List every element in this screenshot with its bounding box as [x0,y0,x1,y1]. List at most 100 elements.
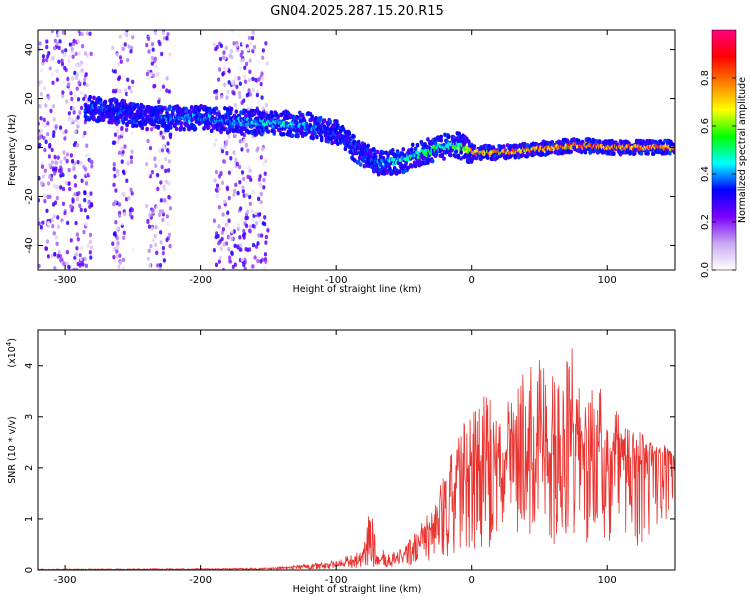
spectrogram-noise-point [155,250,159,256]
spectrogram-noise-point [38,263,41,269]
spectrogram-noise-point [73,259,78,264]
spectrogram-noise-point [71,54,75,59]
spectrogram-noise-point [120,159,124,164]
spectrogram-noise-point [117,264,121,270]
spectrogram-ridge-halo [240,131,244,136]
spectrogram-noise-point [241,185,245,190]
spectrogram-noise-point [232,192,236,197]
spectrogram-noise-point [47,181,51,186]
spectrogram-noise-point [225,186,230,192]
spectrogram-noise-point [45,208,49,214]
spectrogram-noise-point [251,190,255,195]
spectrogram-ridge-halo [322,118,327,123]
spectrogram-x-tick-label: -100 [325,275,348,286]
snr-x-label: Height of straight line (km) [293,584,422,595]
spectrogram-noise-point [38,221,41,226]
spectrogram-noise-point [158,41,162,47]
spectrogram-noise-point [80,178,84,183]
figure-title: GN04.2025.287.15.20.R15 [270,4,444,19]
spectrogram-noise-point [263,171,267,176]
spectrogram-noise-point [236,190,240,196]
spectrogram-noise-point [120,126,124,132]
spectrogram-noise-point [77,80,81,85]
spectrogram-noise-point [48,163,52,168]
spectrogram-noise-point [242,193,246,198]
spectrogram-noise-point [75,267,79,270]
spectrogram-noise-point [83,190,87,196]
spectrogram-noise-point [73,70,77,76]
spectrogram-ridge-halo [103,100,108,105]
spectrogram-noise-point [76,32,80,37]
spectrogram-noise-point [251,217,255,222]
spectrogram-noise-point [221,267,226,270]
spectrogram-noise-point [57,31,61,36]
spectrogram-noise-point [83,76,87,82]
spectrogram-noise-point [131,34,135,40]
spectrogram-noise-point [53,252,57,257]
spectrogram-noise-point [43,122,47,128]
spectrogram-noise-point [49,108,53,114]
spectrogram-noise-point [118,253,122,258]
spectrogram-noise-point [59,211,63,216]
spectrogram-noise-point [54,166,58,171]
spectrogram-noise-point [242,138,246,144]
spectrogram-ridge-halo [302,118,307,124]
spectrogram-noise-point [117,76,121,82]
spectrogram-noise-point [129,159,134,165]
spectrogram-ridge-halo [311,135,315,140]
spectrogram-noise-point [160,51,164,57]
spectrogram-noise-point [63,80,67,85]
spectrogram-noise-point [248,58,252,63]
spectrogram-noise-point [82,81,87,86]
spectrogram-noise-point [38,46,41,52]
spectrogram-noise-point [44,103,48,108]
spectrogram-noise-point [263,221,267,227]
spectrogram-x-tick-label: -200 [189,275,212,286]
spectrogram-noise-point [168,206,173,211]
spectrogram-noise-point [161,245,165,251]
spectrogram-noise-point [158,209,163,214]
spectrogram-noise-point [248,92,253,97]
spectrogram-noise-point [130,149,134,154]
spectrogram-noise-point [65,158,69,164]
spectrogram-noise-point [256,59,260,64]
spectrogram-noise-point [89,51,93,57]
spectrogram-noise-point [75,86,79,91]
spectrogram-noise-point [228,255,232,260]
spectrogram-noise-point [61,186,66,192]
spectrogram-noise-point [113,246,117,251]
spectrogram-noise-point [165,88,169,93]
spectrogram-noise-point [218,255,222,261]
spectrogram-ridge-halo [209,128,214,134]
spectrogram-noise-point [150,127,154,132]
spectrogram-noise-point [127,92,131,97]
spectrogram-noise-point [67,111,71,116]
spectrogram-noise-point [165,35,169,41]
spectrogram-ridge-halo [193,126,198,132]
spectrogram-ridge-halo [314,115,318,121]
spectrogram-noise-point [167,194,171,200]
spectrogram-noise-point [55,41,59,46]
spectrogram-noise-point [244,216,248,221]
spectrogram-noise-point [225,95,229,100]
spectrogram-noise-point [249,41,253,47]
spectrogram-noise-point [244,61,249,67]
spectrogram-noise-point [147,49,151,54]
spectrogram-noise-point [150,226,154,231]
spectrogram-noise-point [42,86,47,91]
spectrogram-noise-point [213,57,217,62]
spectrogram-ridge-point [112,111,116,116]
spectrogram-noise-point [259,81,263,87]
spectrogram-noise-point [259,191,263,197]
spectrogram-noise-point [214,169,219,175]
spectrogram-noise-point [88,158,93,164]
spectrogram-noise-point [83,256,87,262]
spectrogram-noise-point [90,164,94,169]
spectrogram-ridge-halo [243,108,248,114]
spectrogram-noise-point [162,145,166,150]
spectrogram-ridge-halo [330,140,334,146]
spectrogram-noise-point [145,203,149,209]
spectrogram-noise-point [263,215,267,220]
spectrogram-noise-point [122,230,126,236]
spectrogram-ridge-halo [141,104,146,109]
